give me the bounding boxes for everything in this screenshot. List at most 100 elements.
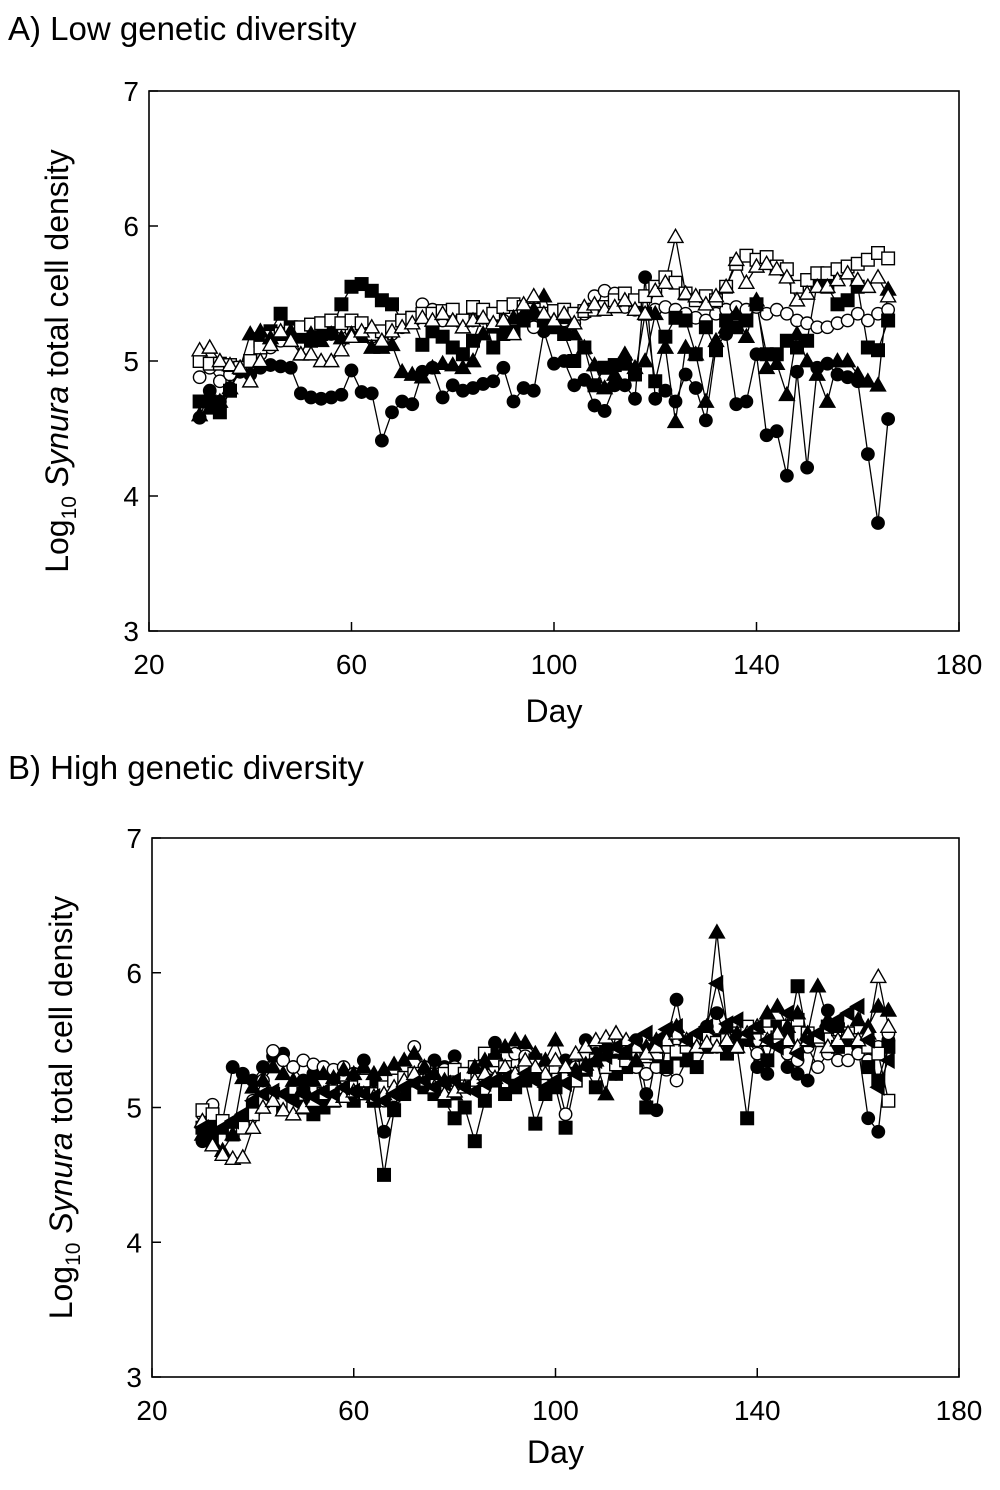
data-point [314,1064,333,1081]
data-point [861,1060,876,1075]
data-point [314,1082,330,1101]
data-point [657,1020,673,1039]
data-point [282,331,300,348]
data-point [324,1068,343,1085]
data-point [779,306,794,321]
data-point [203,1136,222,1152]
data-point [710,1006,724,1021]
data-point [879,1017,898,1033]
data-point [737,273,756,290]
data-point [595,379,614,395]
data-point [435,329,450,344]
data-point [385,297,400,312]
chart-panel-a: A) Low genetic diversity 20 60 100 140 180 3 4 5… [8,10,982,729]
data-point [556,1074,572,1092]
markers-closed-left-triangles [193,974,895,1144]
x-tick-label: 180 [936,1395,983,1426]
data-point [344,363,359,378]
data-point [536,1078,552,1096]
panel-label: A) [8,10,50,47]
data-point [244,1118,262,1135]
data-point [435,390,450,405]
data-point [727,304,745,321]
data-point [840,293,855,308]
data-point [193,1119,209,1137]
data-point [768,260,786,276]
data-point [869,268,887,284]
data-point [455,347,470,362]
data-point [668,394,683,409]
data-point [871,343,886,358]
data-point [740,1111,755,1126]
data-point [879,1001,898,1017]
data-point [486,340,501,355]
data-point [231,358,249,375]
data-point [274,1085,290,1103]
data-point [739,394,754,409]
data-point [669,992,684,1007]
data-point [727,250,745,267]
data-point [536,1064,555,1081]
data-point [798,352,816,368]
panel-label: B) [8,749,50,786]
data-point [669,1073,684,1088]
data-point [273,306,288,321]
data-point [849,365,867,381]
data-point [375,1092,391,1110]
y-title-space [43,1234,79,1243]
data-point [698,320,713,335]
data-point [504,325,523,341]
data-point [496,360,511,375]
data-point [525,287,543,303]
data-point [697,392,715,408]
data-point [849,271,867,287]
data-point [871,1046,886,1061]
data-point [687,1024,704,1043]
data-point [800,1073,815,1088]
data-point [879,1051,895,1070]
data-point [768,354,786,371]
data-point [676,338,695,354]
y-tick-label: 3 [123,616,139,647]
data-point [234,1148,252,1164]
data-point [881,412,896,426]
data-point [798,1031,815,1049]
data-point [567,354,582,369]
y-axis-title: Log10 Synura total cell density [43,896,85,1320]
data-point [757,254,776,271]
data-point [526,1071,542,1090]
data-point [496,1069,512,1087]
data-point [274,1064,292,1081]
x-tick-label: 140 [733,649,780,680]
data-point [266,1044,280,1058]
data-point [839,1004,855,1022]
data-point [869,967,888,984]
data-point [377,1124,391,1139]
data-point [302,345,320,361]
data-point [415,1071,431,1090]
data-point [546,1071,562,1090]
data-point [464,352,482,368]
data-point [780,1060,795,1074]
data-point [688,381,703,395]
data-point [647,1031,663,1049]
data-point [334,297,349,312]
data-point [241,372,259,388]
data-point [444,311,462,327]
data-point [271,322,290,338]
data-point [261,335,280,352]
data-point [639,1087,654,1101]
data-point [860,447,875,462]
data-point [637,1024,653,1043]
data-point [465,1082,482,1101]
data-point [374,433,389,448]
data-point [616,291,634,307]
data-point [354,1085,371,1103]
markers-open-triangles [190,227,897,388]
data-point [223,1112,240,1130]
data-point [707,974,724,993]
y-title-rest: total cell density [39,149,75,386]
data-point [818,1017,835,1036]
data-point [728,1037,746,1054]
data-point [697,295,715,311]
